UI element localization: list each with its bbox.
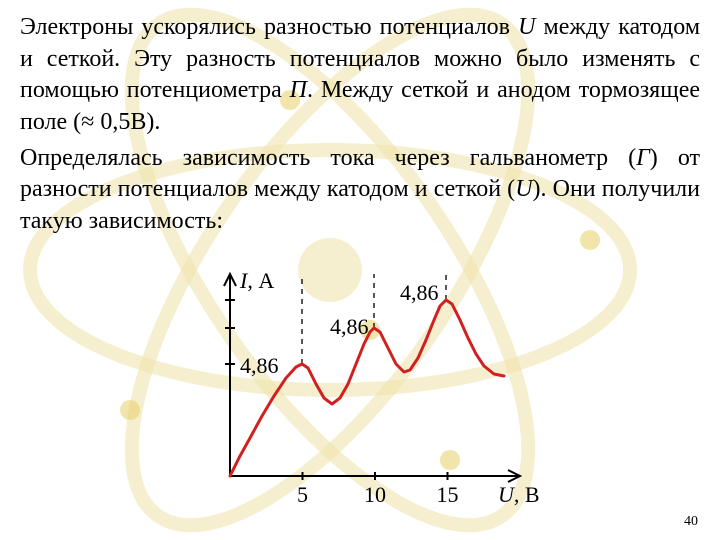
var-P: П (290, 77, 307, 103)
x-axis-label: U, В (498, 480, 540, 509)
p2-text-a: Определялась зависимость тока через галь… (20, 145, 636, 171)
slide-content: Электроны ускорялись разностью потенциал… (0, 0, 720, 506)
chart-svg (170, 246, 550, 506)
p1-text-a: Электроны ускорялись разностью потенциал… (20, 14, 518, 40)
paragraph-1: Электроны ускорялись разностью потенциал… (20, 12, 700, 139)
page-number: 40 (684, 514, 698, 530)
paragraph-2: Определялась зависимость тока через галь… (20, 143, 700, 238)
peak-label-0: 4,86 (240, 351, 279, 380)
peak-label-2: 4,86 (400, 278, 439, 307)
var-U: U (518, 14, 535, 40)
franck-hertz-chart: I, А U, В 5 10 15 4,86 4,86 4,86 (170, 246, 550, 506)
x-tick-10: 10 (364, 480, 386, 509)
peak-label-1: 4,86 (330, 312, 369, 341)
y-axis-label: I, А (240, 266, 274, 295)
x-tick-5: 5 (297, 480, 308, 509)
x-tick-15: 15 (437, 480, 459, 509)
var-G: Г (636, 145, 650, 171)
var-U2: U (515, 176, 532, 202)
